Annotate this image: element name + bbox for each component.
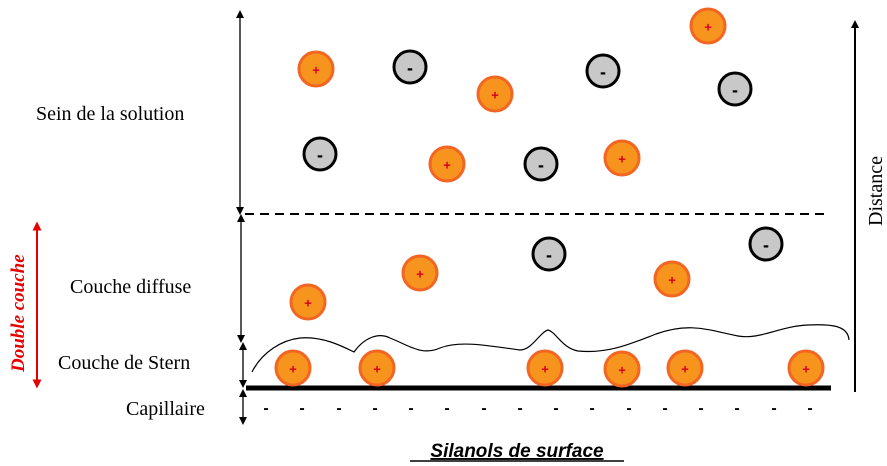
- cation-ion: +: [526, 349, 564, 387]
- surface-charge: -: [408, 400, 413, 417]
- plus-sign: +: [443, 158, 451, 173]
- anion-circle: [523, 146, 559, 182]
- plus-sign: +: [618, 363, 626, 378]
- plus-sign: +: [541, 362, 549, 377]
- cation-circle: [428, 145, 466, 183]
- cation-ion: +: [401, 254, 439, 292]
- surface-charge: -: [517, 400, 522, 417]
- anion-circle: [302, 136, 338, 172]
- surface-charge: -: [263, 400, 268, 417]
- anion-circle: [392, 49, 428, 85]
- plus-sign: +: [289, 362, 297, 377]
- minus-sign: -: [538, 155, 544, 175]
- surface-charge: -: [372, 400, 377, 417]
- cation-ion: +: [274, 349, 312, 387]
- surface-charge: -: [444, 400, 449, 417]
- capillary-label: Capillaire: [126, 398, 205, 420]
- silanols-label: Silanols de surface: [430, 441, 604, 462]
- cation-ion: +: [297, 50, 335, 88]
- stern-layer-label: Couche de Stern: [58, 352, 190, 374]
- cation-ion: +: [689, 7, 727, 45]
- anion-ion: -: [717, 71, 753, 107]
- plus-sign: +: [304, 296, 312, 311]
- surface-charge: -: [662, 400, 667, 417]
- cation-circle: [603, 139, 641, 177]
- surface-charge: -: [626, 400, 631, 417]
- plus-sign: +: [312, 63, 320, 78]
- minus-sign: -: [763, 235, 769, 255]
- surface-charges: - - - - - - - - - - - - - - - -: [263, 400, 812, 417]
- surface-charge: -: [771, 400, 776, 417]
- stern-boundary-curve: [251, 324, 850, 373]
- minus-sign: -: [407, 58, 413, 78]
- plus-sign: +: [416, 267, 424, 282]
- cation-circle: [526, 349, 564, 387]
- anion-circle: [531, 236, 567, 272]
- anion-ion: -: [531, 236, 567, 272]
- cation-ion: +: [666, 349, 704, 387]
- surface-charge: -: [807, 400, 812, 417]
- minus-sign: -: [546, 245, 552, 265]
- plus-sign: +: [681, 362, 689, 377]
- anion-ion: -: [748, 226, 784, 262]
- cation-circle: [689, 7, 727, 45]
- plus-sign: +: [618, 152, 626, 167]
- plus-sign: +: [704, 20, 712, 35]
- plus-sign: +: [668, 273, 676, 288]
- cation-ion: +: [358, 349, 396, 387]
- minus-sign: -: [317, 145, 323, 165]
- surface-charge: -: [481, 400, 486, 417]
- bulk-solution-label: Sein de la solution: [36, 103, 184, 125]
- diffuse-layer-label: Couche diffuse: [70, 276, 191, 298]
- anion-ion: -: [392, 49, 428, 85]
- surface-charge: -: [553, 400, 558, 417]
- cation-ion: +: [476, 75, 514, 113]
- minus-sign: -: [600, 62, 606, 82]
- cation-circle: [358, 349, 396, 387]
- cation-circle: [603, 350, 641, 388]
- plus-sign: +: [373, 362, 381, 377]
- anion-circle: [748, 226, 784, 262]
- double-layer-label: Double couche: [8, 254, 29, 373]
- distance-label: Distance: [865, 156, 887, 226]
- plus-sign: +: [491, 88, 499, 103]
- cation-ion: +: [428, 145, 466, 183]
- cation-ion: +: [787, 349, 825, 387]
- plus-sign: +: [802, 362, 810, 377]
- anion-ion: -: [585, 53, 621, 89]
- cation-circle: [787, 349, 825, 387]
- cation-circle: [401, 254, 439, 292]
- surface-charge: -: [734, 400, 739, 417]
- surface-charge: -: [589, 400, 594, 417]
- surface-charge: -: [299, 400, 304, 417]
- cation-circle: [289, 283, 327, 321]
- anion-ion: -: [302, 136, 338, 172]
- anion-circle: [585, 53, 621, 89]
- anion-ion: -: [523, 146, 559, 182]
- surface-charge: -: [336, 400, 341, 417]
- cation-circle: [653, 260, 691, 298]
- cation-circle: [476, 75, 514, 113]
- minus-sign: -: [732, 80, 738, 100]
- anion-circle: [717, 71, 753, 107]
- cation-ion: +: [603, 139, 641, 177]
- surface-charge: -: [698, 400, 703, 417]
- cation-ion: +: [603, 350, 641, 388]
- cation-ion: +: [289, 283, 327, 321]
- cation-ion: +: [653, 260, 691, 298]
- ions-group: + - + - + - - + - + - - + + + + + + + + +: [274, 7, 825, 388]
- cation-circle: [297, 50, 335, 88]
- cation-circle: [666, 349, 704, 387]
- cation-circle: [274, 349, 312, 387]
